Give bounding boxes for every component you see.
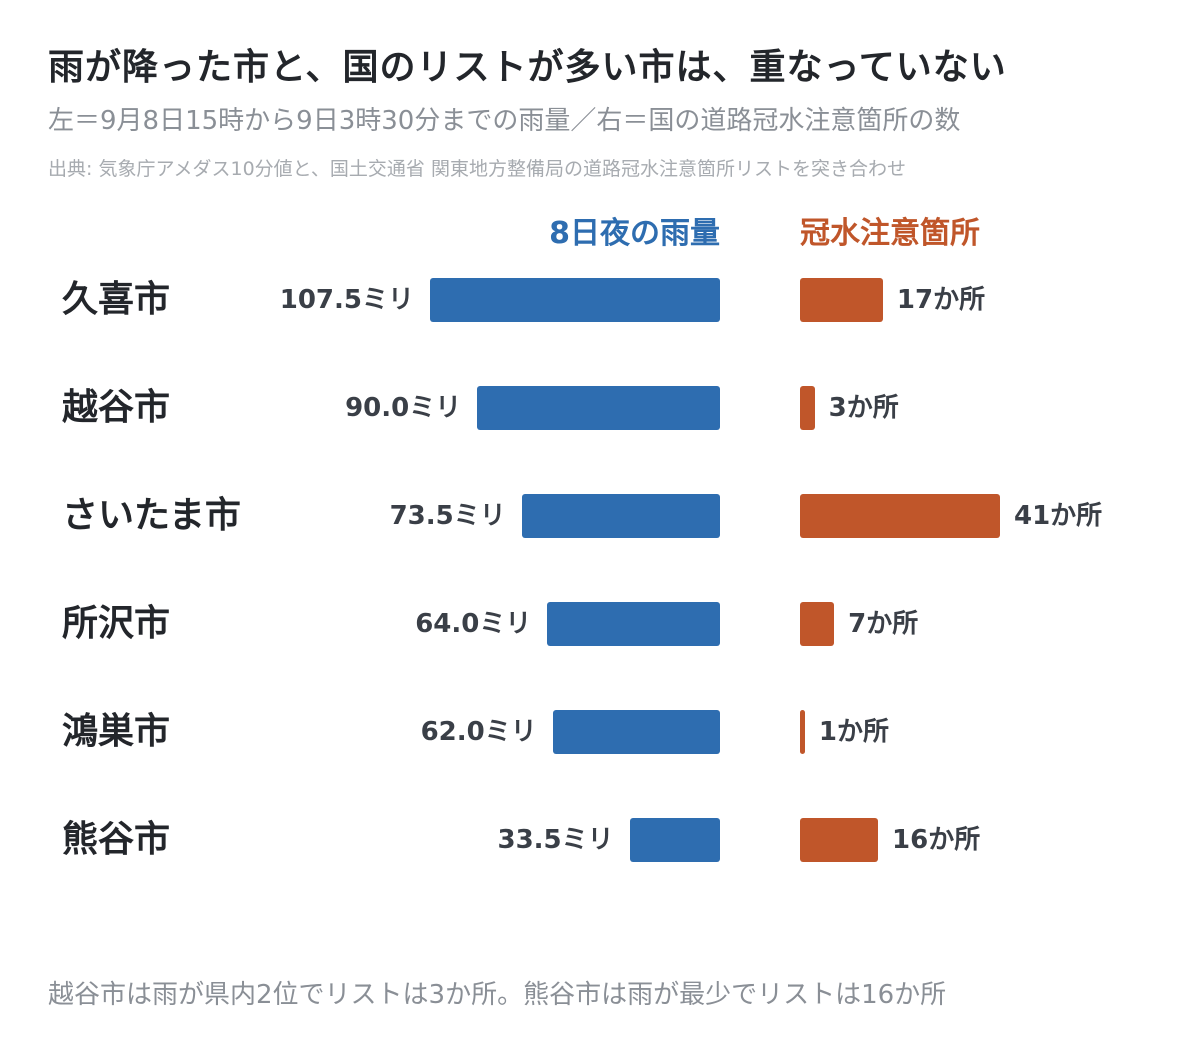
rain-value-label: 33.5ミリ	[497, 825, 614, 855]
rain-value-label: 64.0ミリ	[415, 609, 532, 639]
flood-value-label: 17か所	[896, 285, 986, 315]
chart-row: 久喜市 107.5ミリ 17か所	[0, 270, 1200, 330]
flood-value-label: 1か所	[818, 717, 889, 747]
chart-footnote: 越谷市は雨が県内2位でリストは3か所。熊谷市は雨が最少でリストは16か所	[48, 980, 947, 1010]
rain-series-header: 8日夜の雨量	[549, 216, 720, 251]
rain-bar	[430, 278, 720, 322]
flood-bar	[800, 494, 1000, 538]
flood-bar	[800, 818, 879, 862]
flood-series-header: 冠水注意箇所	[800, 216, 980, 251]
city-label: 所沢市	[62, 603, 171, 644]
chart-row: 熊谷市 33.5ミリ 16か所	[0, 810, 1200, 870]
chart-row: 所沢市 64.0ミリ 7か所	[0, 594, 1200, 654]
rain-bar	[477, 386, 720, 430]
rain-bar	[629, 818, 720, 862]
chart-row: 越谷市 90.0ミリ 3か所	[0, 378, 1200, 438]
city-label: 越谷市	[62, 387, 171, 428]
chart-row: さいたま市 73.5ミリ 41か所	[0, 486, 1200, 546]
chart-title: 雨が降った市と、国のリストが多い市は、重なっていない	[48, 47, 1007, 88]
rain-bar	[552, 710, 720, 754]
flood-value-label: 7か所	[848, 609, 919, 639]
flood-bar	[800, 278, 883, 322]
rain-value-label: 107.5ミリ	[279, 285, 414, 315]
flood-value-label: 41か所	[1014, 501, 1103, 531]
city-label: 熊谷市	[62, 819, 171, 860]
chart-subtitle: 左＝9月8日15時から9日3時30分までの雨量／右＝国の道路冠水注意箇所の数	[48, 106, 961, 136]
flood-value-label: 16か所	[892, 825, 981, 855]
city-label: さいたま市	[62, 495, 241, 536]
rain-bar	[547, 602, 720, 646]
city-label: 久喜市	[62, 279, 171, 320]
rain-bar	[521, 494, 720, 538]
flood-bar	[800, 710, 805, 754]
flood-value-label: 3か所	[828, 393, 899, 423]
city-label: 鴻巣市	[62, 711, 171, 752]
rain-value-label: 73.5ミリ	[389, 501, 506, 531]
chart-row: 鴻巣市 62.0ミリ 1か所	[0, 702, 1200, 762]
source-note: 出典: 気象庁アメダス10分値と、国土交通省 関東地方整備局の道路冠水注意箇所リ…	[48, 158, 906, 180]
rain-value-label: 62.0ミリ	[420, 717, 537, 747]
flood-bar	[800, 386, 815, 430]
flood-bar	[800, 602, 835, 646]
rain-value-label: 90.0ミリ	[345, 393, 462, 423]
